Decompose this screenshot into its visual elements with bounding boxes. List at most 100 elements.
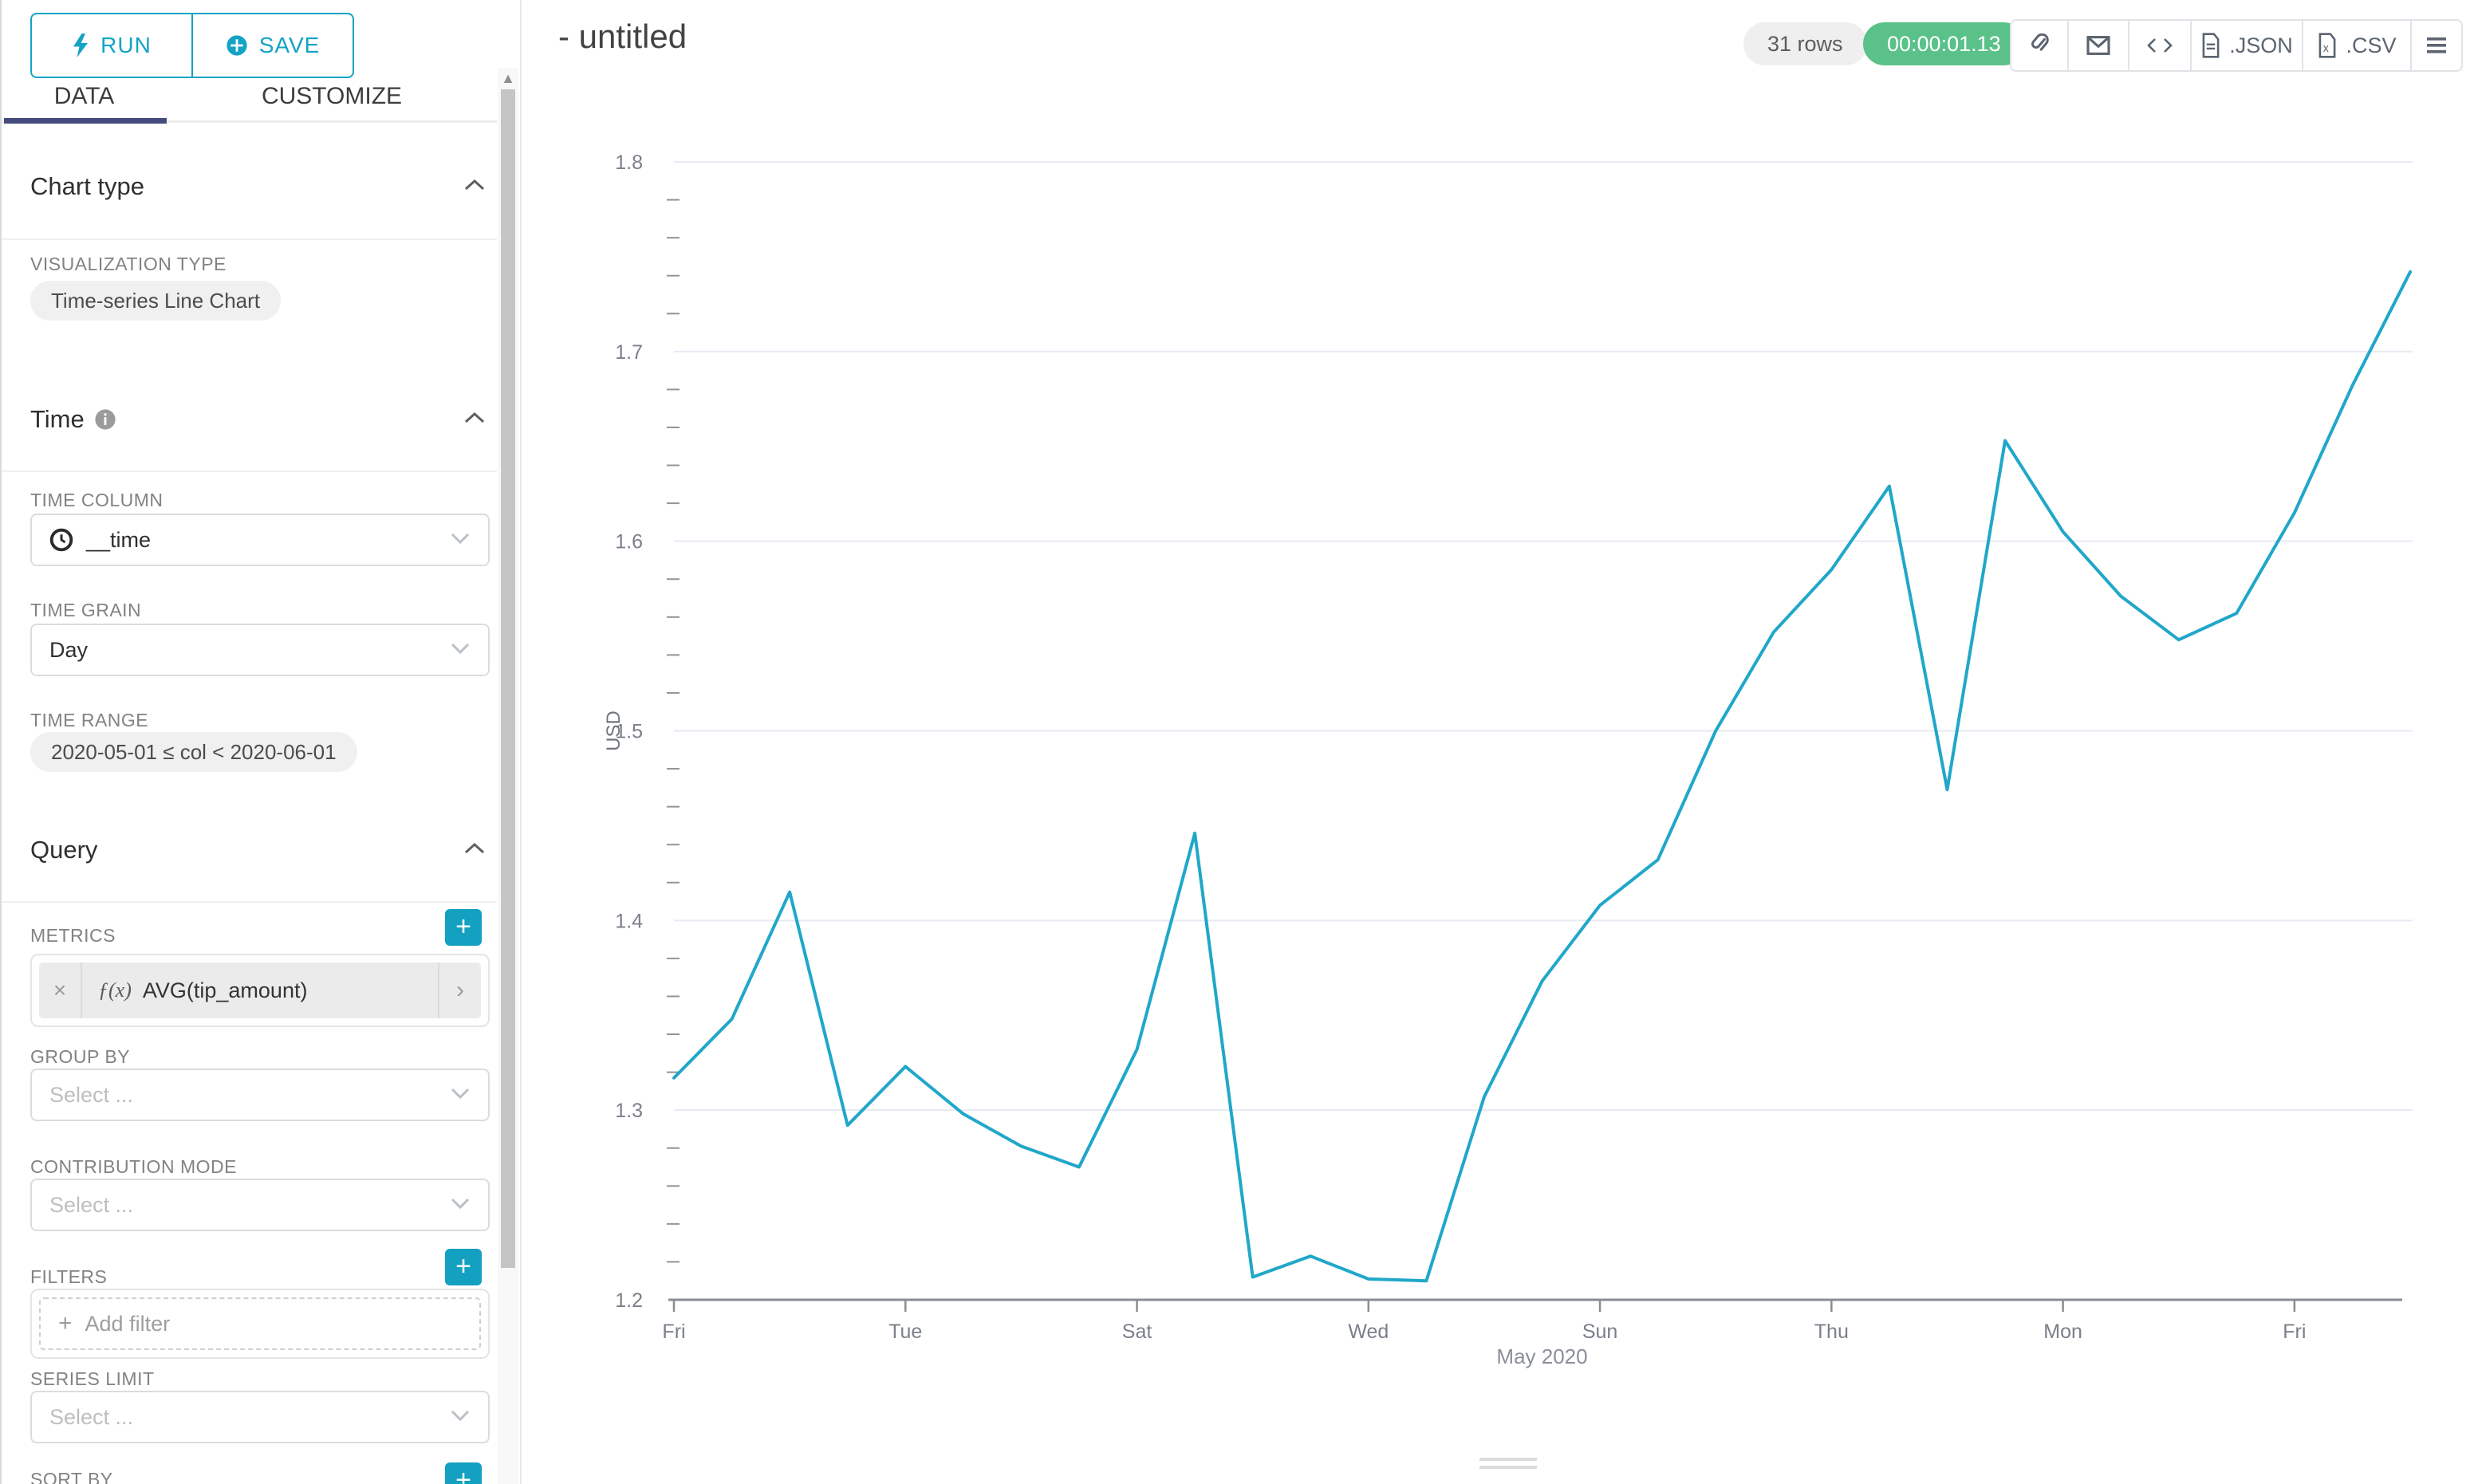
time-column-select[interactable]: __time (30, 514, 490, 566)
email-button[interactable] (2067, 21, 2128, 70)
metric-pill: × ƒ(x) AVG(tip_amount) › (39, 962, 481, 1018)
contribution-mode-label: CONTRIBUTION MODE (30, 1156, 237, 1177)
divider (2, 470, 497, 472)
group-by-label: GROUP BY (30, 1046, 130, 1067)
scroll-up-arrow-icon[interactable]: ▲ (501, 70, 515, 86)
add-filter-plus-button[interactable]: + (445, 1249, 482, 1285)
y-axis-tick-label: 1.5 (615, 721, 643, 743)
x-axis-tick-label: Thu (1814, 1321, 1849, 1343)
menu-icon (2427, 37, 2446, 53)
divider (2, 238, 497, 240)
expand-metric-button[interactable]: › (438, 962, 481, 1018)
copy-link-button[interactable] (2011, 21, 2067, 70)
query-timer-badge: 00:00:01.13 (1863, 22, 2025, 65)
section-chart-type-title: Chart type (30, 172, 145, 200)
time-range-value: 2020-05-01 ≤ col < 2020-06-01 (51, 739, 337, 764)
series-limit-label: SERIES LIMIT (30, 1368, 155, 1389)
svg-text:x: x (2323, 42, 2329, 55)
chevron-down-icon (451, 1088, 470, 1099)
y-axis-title: USD (603, 711, 624, 751)
envelope-icon (2086, 36, 2110, 55)
y-axis-tick-label: 1.2 (615, 1289, 643, 1312)
chevron-up-icon (464, 411, 485, 423)
export-toolbar: .JSON x .CSV (2010, 19, 2463, 72)
time-column-label: TIME COLUMN (30, 490, 163, 510)
section-time-title: Time (30, 405, 116, 434)
control-panel-sidebar: RUN SAVE DATA CUSTOMIZE Chart type (0, 0, 522, 1484)
add-filter-button[interactable]: + Add filter (39, 1297, 481, 1350)
collapse-time-button[interactable] (463, 410, 487, 430)
y-axis-tick-label: 1.8 (615, 152, 643, 174)
row-count-badge: 31 rows (1743, 22, 1867, 65)
run-save-button-group: RUN SAVE (30, 13, 354, 78)
lightning-bolt-icon (73, 33, 89, 57)
chevron-down-icon (451, 1198, 470, 1209)
collapse-query-button[interactable] (463, 840, 487, 860)
splitter-grip-icon[interactable] (1479, 1466, 1537, 1469)
row-count-text: 31 rows (1767, 31, 1843, 56)
info-icon (95, 409, 116, 430)
time-range-pill[interactable]: 2020-05-01 ≤ col < 2020-06-01 (30, 732, 357, 772)
collapse-chart-type-button[interactable] (463, 177, 487, 197)
link-icon (2031, 33, 2049, 51)
tab-data-label: DATA (53, 83, 115, 109)
y-axis-tick-label: 1.6 (615, 531, 643, 553)
chevron-down-icon (451, 1410, 470, 1421)
x-axis-tick-label: Mon (2043, 1321, 2082, 1343)
more-options-button[interactable] (2410, 21, 2461, 70)
run-button[interactable]: RUN (32, 14, 191, 77)
run-button-label: RUN (100, 33, 152, 57)
tab-track (2, 120, 497, 123)
contribution-placeholder: Select ... (49, 1192, 134, 1217)
section-query-title: Query (30, 836, 98, 864)
x-axis-tick-label: Sat (1122, 1321, 1152, 1343)
visualization-type-value: Time-series Line Chart (51, 288, 261, 313)
add-filter-label: Add filter (85, 1311, 171, 1336)
add-sort-by-button[interactable]: + (445, 1462, 482, 1484)
time-column-value: __time (86, 527, 152, 552)
visualization-type-pill[interactable]: Time-series Line Chart (30, 281, 282, 321)
export-csv-button[interactable]: x .CSV (2302, 21, 2410, 70)
sidebar-scrollbar-thumb[interactable] (501, 89, 515, 1268)
file-icon (2202, 33, 2220, 58)
time-grain-value: Day (49, 637, 89, 662)
remove-metric-button[interactable]: × (39, 962, 82, 1018)
x-axis-tick-label: Tue (888, 1321, 922, 1343)
metric-body[interactable]: ƒ(x) AVG(tip_amount) (82, 978, 438, 1003)
splitter-grip-icon[interactable] (1479, 1458, 1537, 1461)
series-limit-placeholder: Select ... (49, 1404, 134, 1429)
function-icon: ƒ(x) (98, 978, 132, 1002)
embed-code-button[interactable] (2128, 21, 2190, 70)
y-axis-tick-label: 1.7 (615, 341, 643, 364)
tab-customize-label: CUSTOMIZE (261, 83, 403, 109)
export-json-button[interactable]: .JSON (2190, 21, 2302, 70)
query-timer-text: 00:00:01.13 (1887, 31, 2001, 56)
x-axis-tick-label: Fri (662, 1321, 685, 1343)
chart-title[interactable]: - untitled (558, 18, 687, 55)
tab-data[interactable]: DATA (2, 77, 167, 116)
visualization-type-label: VISUALIZATION TYPE (30, 254, 227, 274)
plus-circle-icon (227, 35, 247, 56)
plus-icon: + (58, 1310, 73, 1336)
export-csv-label: .CSV (2346, 33, 2397, 57)
panel-divider[interactable] (520, 0, 522, 1484)
active-tab-indicator (4, 118, 167, 124)
save-button[interactable]: SAVE (191, 14, 353, 77)
series-limit-select[interactable]: Select ... (30, 1391, 490, 1443)
group-by-select[interactable]: Select ... (30, 1069, 490, 1121)
chevron-down-icon (451, 643, 470, 654)
time-grain-label: TIME GRAIN (30, 600, 142, 620)
chevron-right-icon: › (456, 977, 464, 1003)
export-json-label: .JSON (2229, 33, 2293, 57)
sort-by-label: SORT BY (30, 1469, 113, 1484)
chevron-up-icon (464, 842, 485, 854)
tab-customize[interactable]: CUSTOMIZE (167, 77, 497, 116)
contribution-mode-select[interactable]: Select ... (30, 1179, 490, 1231)
plus-icon: + (455, 1464, 471, 1484)
filters-label: FILTERS (30, 1266, 108, 1287)
file-csv-icon: x (2319, 33, 2336, 58)
time-grain-select[interactable]: Day (30, 624, 490, 676)
add-metric-button[interactable]: + (445, 909, 482, 946)
